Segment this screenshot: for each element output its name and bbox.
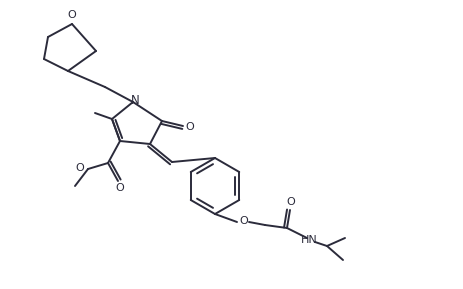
Text: N: N xyxy=(131,95,139,108)
Text: O: O xyxy=(287,197,295,207)
Text: HN: HN xyxy=(300,235,317,245)
Text: O: O xyxy=(186,122,194,132)
Text: O: O xyxy=(240,216,248,226)
Text: O: O xyxy=(68,10,76,20)
Text: O: O xyxy=(116,183,125,193)
Text: O: O xyxy=(75,163,84,173)
